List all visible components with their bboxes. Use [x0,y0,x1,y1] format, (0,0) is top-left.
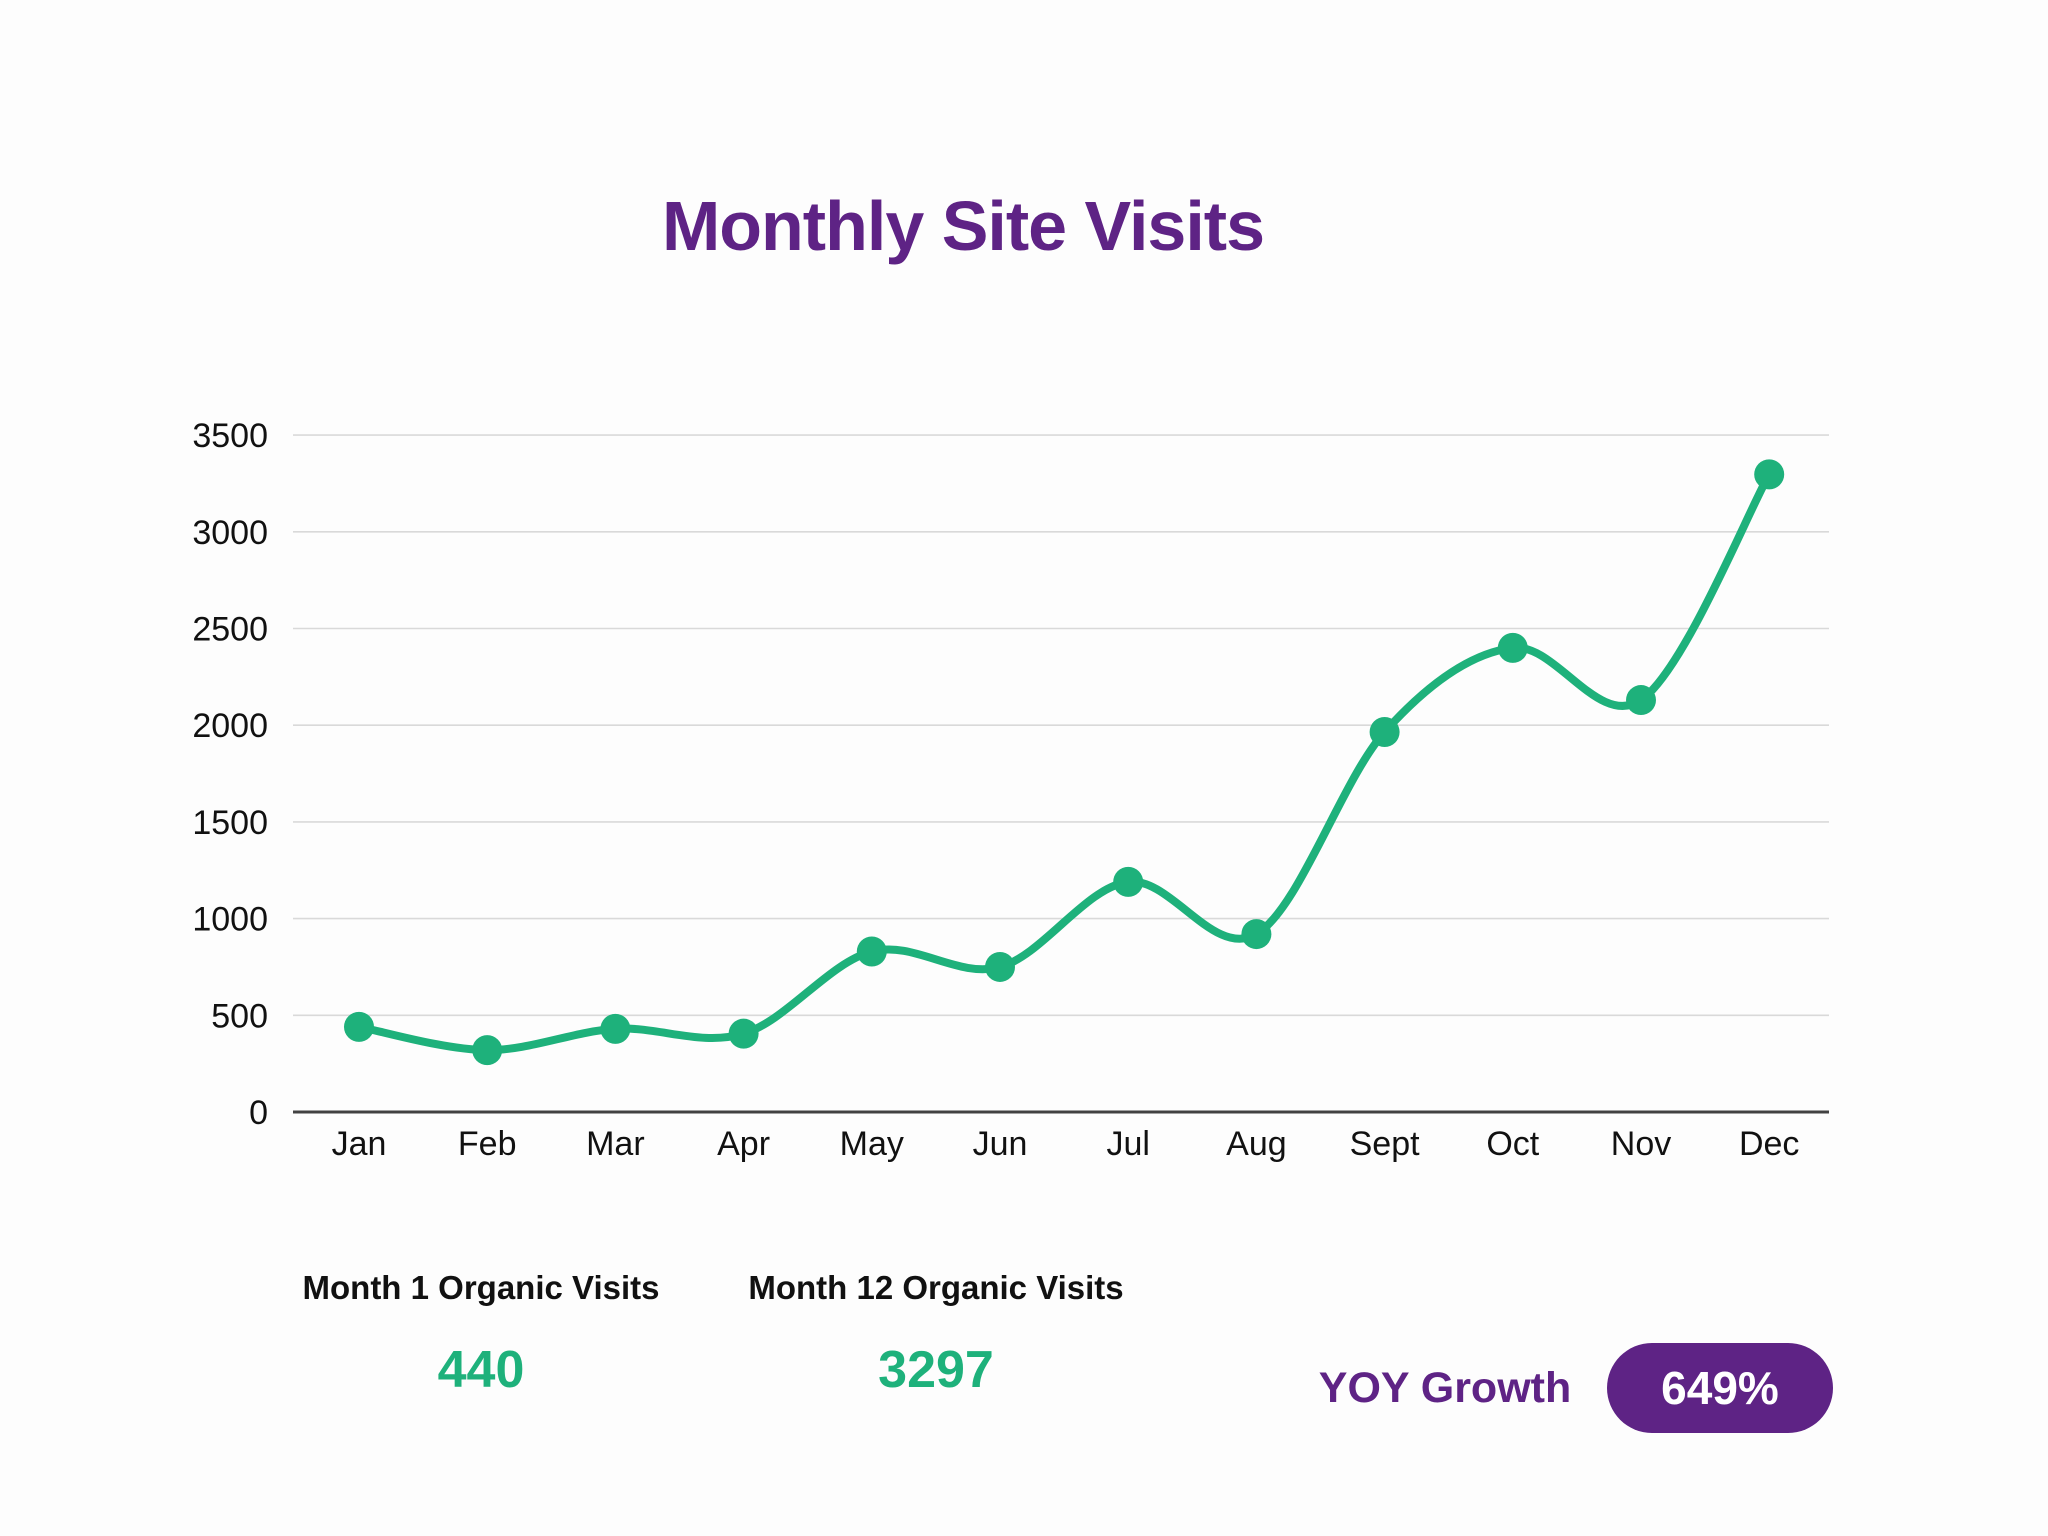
x-tick-label: Sept [1350,1125,1420,1163]
x-tick-label: Aug [1226,1125,1287,1163]
stat-month-12-label: Month 12 Organic Visits [748,1269,1124,1306]
y-tick-label: 2000 [192,707,268,745]
y-gridlines [293,434,1829,1114]
x-tick-label: Apr [717,1125,770,1163]
x-tick-label: Oct [1486,1125,1539,1163]
x-tick-label: May [840,1125,904,1163]
y-tick-label: 0 [249,1094,268,1132]
data-points [344,459,1785,1066]
data-point-marker [472,1035,503,1066]
yoy-growth-badge-value: 649% [1661,1362,1779,1414]
x-tick-label: Dec [1739,1125,1799,1163]
stat-month-1-label: Month 1 Organic Visits [302,1269,660,1306]
data-point-marker [1754,459,1785,490]
y-tick-label: 500 [211,997,268,1035]
yoy-growth-label: YOY Growth [1318,1364,1572,1412]
y-tick-label: 2500 [192,611,268,649]
data-point-marker [1113,866,1144,897]
data-point-marker [344,1011,374,1042]
data-point-marker [1626,685,1656,716]
yoy-growth-badge: 649% [1607,1343,1833,1433]
data-point-marker [728,1018,759,1049]
data-point-marker [1497,632,1528,663]
page-title: Monthly Site Visits [661,187,1265,265]
stat-month-12-value: 3297 [878,1341,994,1399]
data-point-marker [1369,716,1400,747]
stat-month-1: Month 1 Organic Visits 440 [281,1268,681,1400]
y-tick-label: 1500 [192,804,268,842]
y-tick-label: 3500 [192,417,268,455]
stat-month-12: Month 12 Organic Visits 3297 [736,1268,1136,1400]
x-tick-label: Nov [1611,1125,1671,1163]
monthly-site-visits-line-chart: 0 500 1000 1500 2000 2500 3000 3500 Jan Feb Mar Apr… [192,417,1829,1163]
series-line [355,470,1774,1055]
data-point-marker [985,951,1015,982]
x-tick-label: Jun [973,1125,1028,1163]
data-point-marker [856,936,887,967]
x-tick-label: Jul [1106,1125,1149,1163]
x-axis-tick-labels: Jan Feb Mar Apr May Jun Jul Aug Sept Oct Nov Dec [332,1125,1800,1163]
x-tick-label: Jan [332,1125,387,1163]
x-tick-label: Mar [586,1125,645,1163]
data-point-marker [1241,919,1272,950]
stat-month-1-value: 440 [437,1341,525,1399]
x-tick-label: Feb [458,1125,517,1163]
y-tick-label: 3000 [192,514,268,552]
y-tick-label: 1000 [192,901,268,939]
y-axis-tick-labels: 0 500 1000 1500 2000 2500 3000 3500 [192,417,268,1132]
data-point-marker [600,1013,631,1044]
